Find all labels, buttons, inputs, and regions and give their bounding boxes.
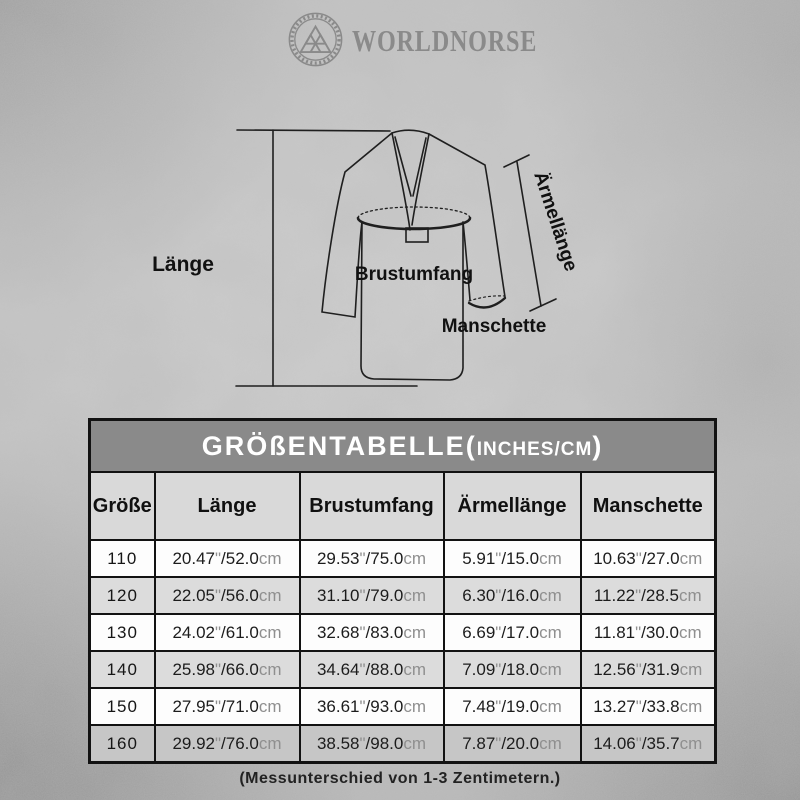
- measurement-note: (Messunterschied von 1-3 Zentimetern.): [239, 770, 561, 787]
- cell-cuff: 12.56"/31.9cm: [579, 650, 717, 689]
- measurement-diagram: Länge Brustumfang Manschette Ärmellänge: [130, 100, 610, 410]
- cell-length: 22.05"/56.0cm: [153, 576, 301, 615]
- cell-sleeve: 7.48"/19.0cm: [442, 687, 582, 726]
- table-title-row: GRÖßENTABELLE(INCHES/CM): [88, 418, 717, 473]
- cuff-label: Manschette: [442, 316, 547, 337]
- cell-chest: 38.58"/98.0cm: [298, 724, 445, 764]
- cell-sleeve: 7.87"/20.0cm: [442, 724, 582, 764]
- collar-v-right: [412, 137, 427, 197]
- lapel-left: [391, 132, 411, 231]
- col-header-cuff: Manschette: [579, 471, 717, 541]
- table-row: 150 27.95"/71.0cm 36.61"/93.0cm 7.48"/19…: [88, 687, 717, 726]
- cell-chest: 36.61"/93.0cm: [298, 687, 445, 726]
- cell-cuff: 11.22"/28.5cm: [579, 576, 717, 615]
- sleeve-measure-tick-top: [503, 154, 530, 168]
- cell-chest: 34.64"/88.0cm: [298, 650, 445, 689]
- cell-size: 150: [88, 687, 156, 726]
- cell-length: 25.98"/66.0cm: [153, 650, 301, 689]
- cell-cuff: 13.27"/33.8cm: [579, 687, 717, 726]
- table-title-unit: INCHES/CM: [476, 438, 593, 460]
- table-row: 130 24.02"/61.0cm 32.68"/83.0cm 6.69"/17…: [88, 613, 717, 652]
- col-header-sleeve: Ärmellänge: [442, 471, 582, 541]
- table-header-row: Größe Länge Brustumfang Ärmellänge Mansc…: [88, 471, 717, 541]
- col-header-length: Länge: [153, 471, 301, 541]
- robe-right-sleeve-inner: [462, 221, 471, 301]
- brand-name: WORLDNORSE: [352, 23, 538, 58]
- table-row: 110 20.47"/52.0cm 29.53"/75.0cm 5.91"/15…: [88, 539, 717, 578]
- length-measure-top-line: [236, 129, 391, 132]
- cell-sleeve: 5.91"/15.0cm: [442, 539, 582, 578]
- chest-label: Brustumfang: [355, 264, 473, 285]
- valknut-logo-icon: [288, 12, 343, 67]
- chest-ellipse-solid: [356, 216, 472, 231]
- table-title-main: GRÖßENTABELLE: [201, 430, 466, 461]
- cuff-dotted-edge: [468, 295, 506, 302]
- cell-size: 130: [88, 613, 156, 652]
- collar-top-edge: [391, 129, 430, 135]
- sleeve-label: Ärmellänge: [529, 169, 581, 274]
- lapel-right: [411, 133, 430, 226]
- cell-length: 20.47"/52.0cm: [153, 539, 301, 578]
- col-header-chest: Brustumfang: [298, 471, 445, 541]
- cuff-band: [467, 296, 507, 309]
- table-title: GRÖßENTABELLE(INCHES/CM): [88, 418, 717, 473]
- cell-chest: 29.53"/75.0cm: [298, 539, 445, 578]
- robe-diagram: Länge Brustumfang Manschette Ärmellänge: [152, 129, 581, 387]
- cell-cuff: 10.63"/27.0cm: [579, 539, 717, 578]
- cell-length: 24.02"/61.0cm: [153, 613, 301, 652]
- cell-sleeve: 6.30"/16.0cm: [442, 576, 582, 615]
- robe-body: [360, 221, 464, 381]
- cell-cuff: 14.06"/35.7cm: [579, 724, 717, 764]
- cell-sleeve: 6.69"/17.0cm: [442, 613, 582, 652]
- length-label: Länge: [152, 253, 214, 276]
- cell-sleeve: 7.09"/18.0cm: [442, 650, 582, 689]
- collar-v-left: [394, 136, 412, 197]
- cell-length: 27.95"/71.0cm: [153, 687, 301, 726]
- cell-size: 140: [88, 650, 156, 689]
- brand-header: WORLDNORSE: [0, 0, 800, 80]
- table-row: 120 22.05"/56.0cm 31.10"/79.0cm 6.30"/16…: [88, 576, 717, 615]
- cell-chest: 32.68"/83.0cm: [298, 613, 445, 652]
- size-table: GRÖßENTABELLE(INCHES/CM) Größe Länge Bru…: [88, 418, 718, 764]
- cell-cuff: 11.81"/30.0cm: [579, 613, 717, 652]
- cell-chest: 31.10"/79.0cm: [298, 576, 445, 615]
- cell-size: 160: [88, 724, 156, 764]
- col-header-size: Größe: [88, 471, 156, 541]
- robe-left-sleeve: [321, 132, 393, 318]
- table-row: 160 29.92"/76.0cm 38.58"/98.0cm 7.87"/20…: [88, 724, 717, 764]
- robe-right-sleeve-outer: [428, 133, 506, 298]
- table-row: 140 25.98"/66.0cm 34.64"/88.0cm 7.09"/18…: [88, 650, 717, 689]
- chest-ellipse-dotted: [357, 206, 471, 219]
- cell-size: 110: [88, 539, 156, 578]
- sleeve-measure-tick-bottom: [529, 298, 557, 312]
- cell-length: 29.92"/76.0cm: [153, 724, 301, 764]
- cell-size: 120: [88, 576, 156, 615]
- sleeve-measure-line: [516, 161, 542, 307]
